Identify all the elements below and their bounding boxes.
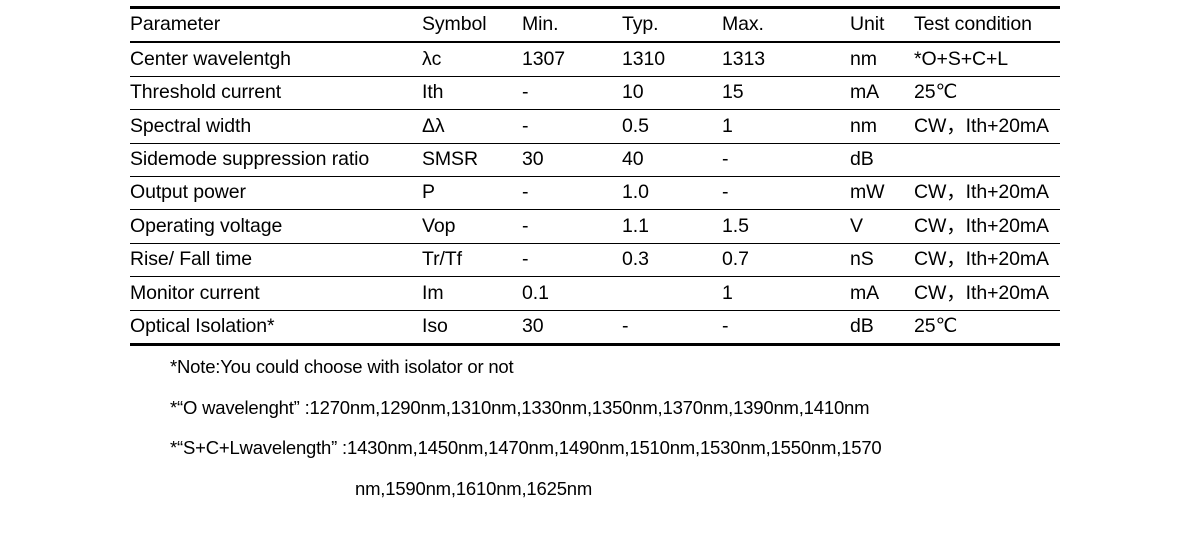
cell-unit: nm (850, 109, 914, 144)
note-scl-band-wavelengths: *“S+C+Lwavelength” :1430nm,1450nm,1470nm… (170, 437, 1130, 499)
cell-max: - (722, 175, 850, 211)
note-scl-line-2: nm,1590nm,1610nm,1625nm (355, 477, 593, 499)
cell-min: - (522, 209, 622, 244)
column-header-typ: Typ. (622, 6, 722, 44)
cell-typ: 0.3 (622, 242, 722, 278)
cell-typ: 1.1 (622, 209, 722, 244)
table-row: Operating voltage Vop - 1.1 1.5 V CW，Ith… (130, 209, 1060, 244)
cell-max: - (722, 309, 850, 346)
cell-max: - (722, 142, 850, 177)
table-header: Parameter Symbol Min. Typ. Max. Unit Tes… (130, 6, 1060, 44)
cell-parameter: Output power (130, 175, 422, 211)
cell-max: 1.5 (722, 209, 850, 244)
cell-parameter: Threshold current (130, 75, 422, 111)
notes-section: *Note:You could choose with isolator or … (170, 356, 1130, 499)
cell-max: 1 (722, 109, 850, 144)
cell-symbol: SMSR (422, 142, 522, 177)
cell-test-condition: *O+S+C+L (914, 41, 1060, 77)
cell-parameter: Optical Isolation* (130, 309, 422, 346)
cell-min: 30 (522, 309, 622, 346)
cell-typ: 1.0 (622, 175, 722, 211)
table-row: Threshold current Ith - 10 15 mA 25℃ (130, 75, 1060, 111)
note-isolator: *Note:You could choose with isolator or … (170, 356, 514, 377)
cell-max: 1313 (722, 41, 850, 77)
cell-unit: mW (850, 175, 914, 211)
table-body: Center wavelentgh λc 1307 1310 1313 nm *… (130, 41, 1060, 346)
table-row: Center wavelentgh λc 1307 1310 1313 nm *… (130, 41, 1060, 77)
column-header-test-condition: Test condition (914, 6, 1060, 44)
cell-typ: - (622, 309, 722, 346)
cell-parameter: Monitor current (130, 276, 422, 311)
note-scl-line-1: *“S+C+Lwavelength” :1430nm,1450nm,1470nm… (170, 437, 882, 458)
column-header-unit: Unit (850, 6, 914, 44)
cell-symbol: Δλ (422, 109, 522, 144)
cell-max: 1 (722, 276, 850, 311)
cell-typ: 40 (622, 142, 722, 177)
cell-symbol: Im (422, 276, 522, 311)
laser-specification-table: Parameter Symbol Min. Typ. Max. Unit Tes… (130, 6, 1060, 346)
cell-parameter: Operating voltage (130, 209, 422, 244)
cell-unit: dB (850, 309, 914, 346)
cell-min: - (522, 109, 622, 144)
cell-min: - (522, 75, 622, 111)
table-row: Rise/ Fall time Tr/Tf - 0.3 0.7 nS CW，It… (130, 242, 1060, 278)
cell-unit: dB (850, 142, 914, 177)
table-header-row: Parameter Symbol Min. Typ. Max. Unit Tes… (130, 6, 1060, 44)
table-row: Spectral width Δλ - 0.5 1 nm CW，Ith+20mA (130, 109, 1060, 144)
cell-typ (622, 276, 722, 311)
cell-min: 1307 (522, 41, 622, 77)
cell-test-condition: CW，Ith+20mA (914, 109, 1060, 144)
table-row: Sidemode suppression ratio SMSR 30 40 - … (130, 142, 1060, 177)
cell-min: 30 (522, 142, 622, 177)
cell-typ: 1310 (622, 41, 722, 77)
column-header-min: Min. (522, 6, 622, 44)
column-header-symbol: Symbol (422, 6, 522, 44)
cell-symbol: Iso (422, 309, 522, 346)
cell-unit: V (850, 209, 914, 244)
cell-test-condition: CW，Ith+20mA (914, 209, 1060, 244)
table-row: Optical Isolation* Iso 30 - - dB 25℃ (130, 309, 1060, 346)
cell-test-condition: 25℃ (914, 309, 1060, 346)
cell-parameter: Sidemode suppression ratio (130, 142, 422, 177)
column-header-max: Max. (722, 6, 850, 44)
cell-min: 0.1 (522, 276, 622, 311)
cell-typ: 0.5 (622, 109, 722, 144)
cell-unit: mA (850, 276, 914, 311)
cell-test-condition: CW，Ith+20mA (914, 276, 1060, 311)
cell-parameter: Center wavelentgh (130, 41, 422, 77)
cell-unit: nm (850, 41, 914, 77)
column-header-parameter: Parameter (130, 6, 422, 44)
cell-parameter: Rise/ Fall time (130, 242, 422, 278)
cell-max: 15 (722, 75, 850, 111)
cell-symbol: λc (422, 41, 522, 77)
cell-test-condition: 25℃ (914, 75, 1060, 111)
cell-test-condition: CW，Ith+20mA (914, 242, 1060, 278)
cell-max: 0.7 (722, 242, 850, 278)
cell-unit: nS (850, 242, 914, 278)
cell-test-condition (914, 142, 1060, 177)
cell-symbol: Ith (422, 75, 522, 111)
spec-table-container: Parameter Symbol Min. Typ. Max. Unit Tes… (130, 6, 1060, 346)
cell-test-condition: CW，Ith+20mA (914, 175, 1060, 211)
table-row: Output power P - 1.0 - mW CW，Ith+20mA (130, 175, 1060, 211)
cell-min: - (522, 242, 622, 278)
cell-typ: 10 (622, 75, 722, 111)
table-row: Monitor current Im 0.1 1 mA CW，Ith+20mA (130, 276, 1060, 311)
cell-symbol: Tr/Tf (422, 242, 522, 278)
cell-symbol: P (422, 175, 522, 211)
cell-symbol: Vop (422, 209, 522, 244)
cell-unit: mA (850, 75, 914, 111)
cell-min: - (522, 175, 622, 211)
cell-parameter: Spectral width (130, 109, 422, 144)
note-o-band-wavelengths: *“O wavelenght” :1270nm,1290nm,1310nm,13… (170, 396, 870, 418)
